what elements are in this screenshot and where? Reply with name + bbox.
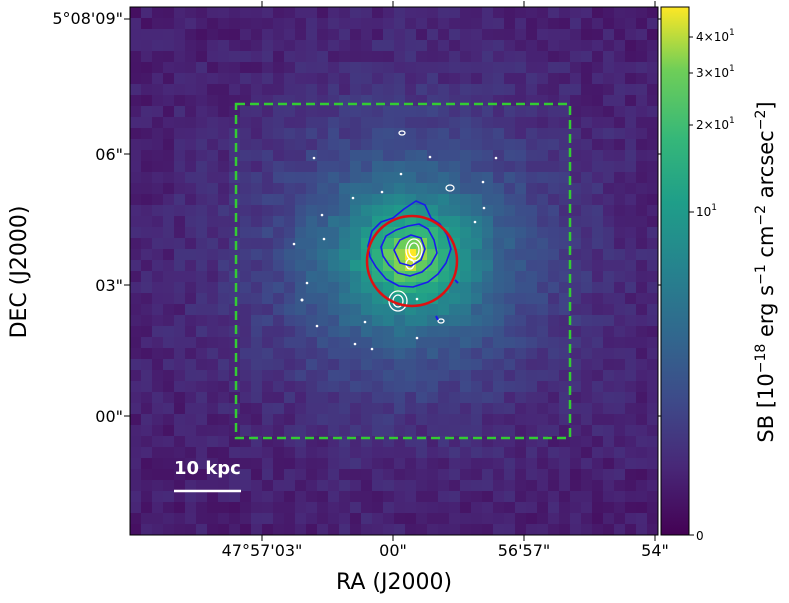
image-frame [129, 6, 659, 536]
x-tick-label: 00" [379, 541, 407, 560]
surface-brightness-map [130, 7, 658, 535]
colorbar-tick-label: 101 [696, 203, 717, 219]
x-tick-label: 56'57" [498, 541, 550, 560]
x-tick-labels: 47°57'03" 00" 56'57" 54" [222, 541, 669, 560]
white-contours [388, 130, 455, 324]
axis-ticks [124, 1, 664, 541]
aperture-circle [365, 214, 459, 308]
colorbar-tick-label: 2×101 [696, 116, 735, 132]
y-tick-label: 03" [95, 276, 123, 295]
colorbar-tick-label: 4×101 [696, 28, 735, 44]
y-tick-label: 00" [95, 407, 123, 426]
y-axis-label: DEC (J2000) [7, 206, 32, 339]
colorbar-ticks [689, 36, 694, 536]
colorbar [660, 6, 690, 536]
y-tick-label: 06" [95, 145, 123, 164]
colorbar-tick-label: 3×101 [696, 64, 735, 80]
colorbar-label: SB [10−18 erg s−1 cm−2 arcsec−2] [753, 101, 778, 442]
x-tick-label: 47°57'03" [222, 541, 303, 560]
x-tick-label: 54" [641, 541, 669, 560]
y-tick-labels: 5°08'09" 06" 03" 00" [52, 9, 123, 426]
white-specks [292, 155, 498, 351]
colorbar-tick-labels: 4×101 3×101 2×101 101 0 [696, 28, 735, 543]
dashed-region-box [234, 102, 572, 440]
x-axis-label: RA (J2000) [336, 570, 452, 595]
colorbar-tick-label: 0 [696, 529, 704, 543]
scale-bar-label: 10 kpc [174, 458, 241, 479]
blue-contours [367, 200, 459, 321]
y-tick-label: 5°08'09" [52, 9, 123, 28]
